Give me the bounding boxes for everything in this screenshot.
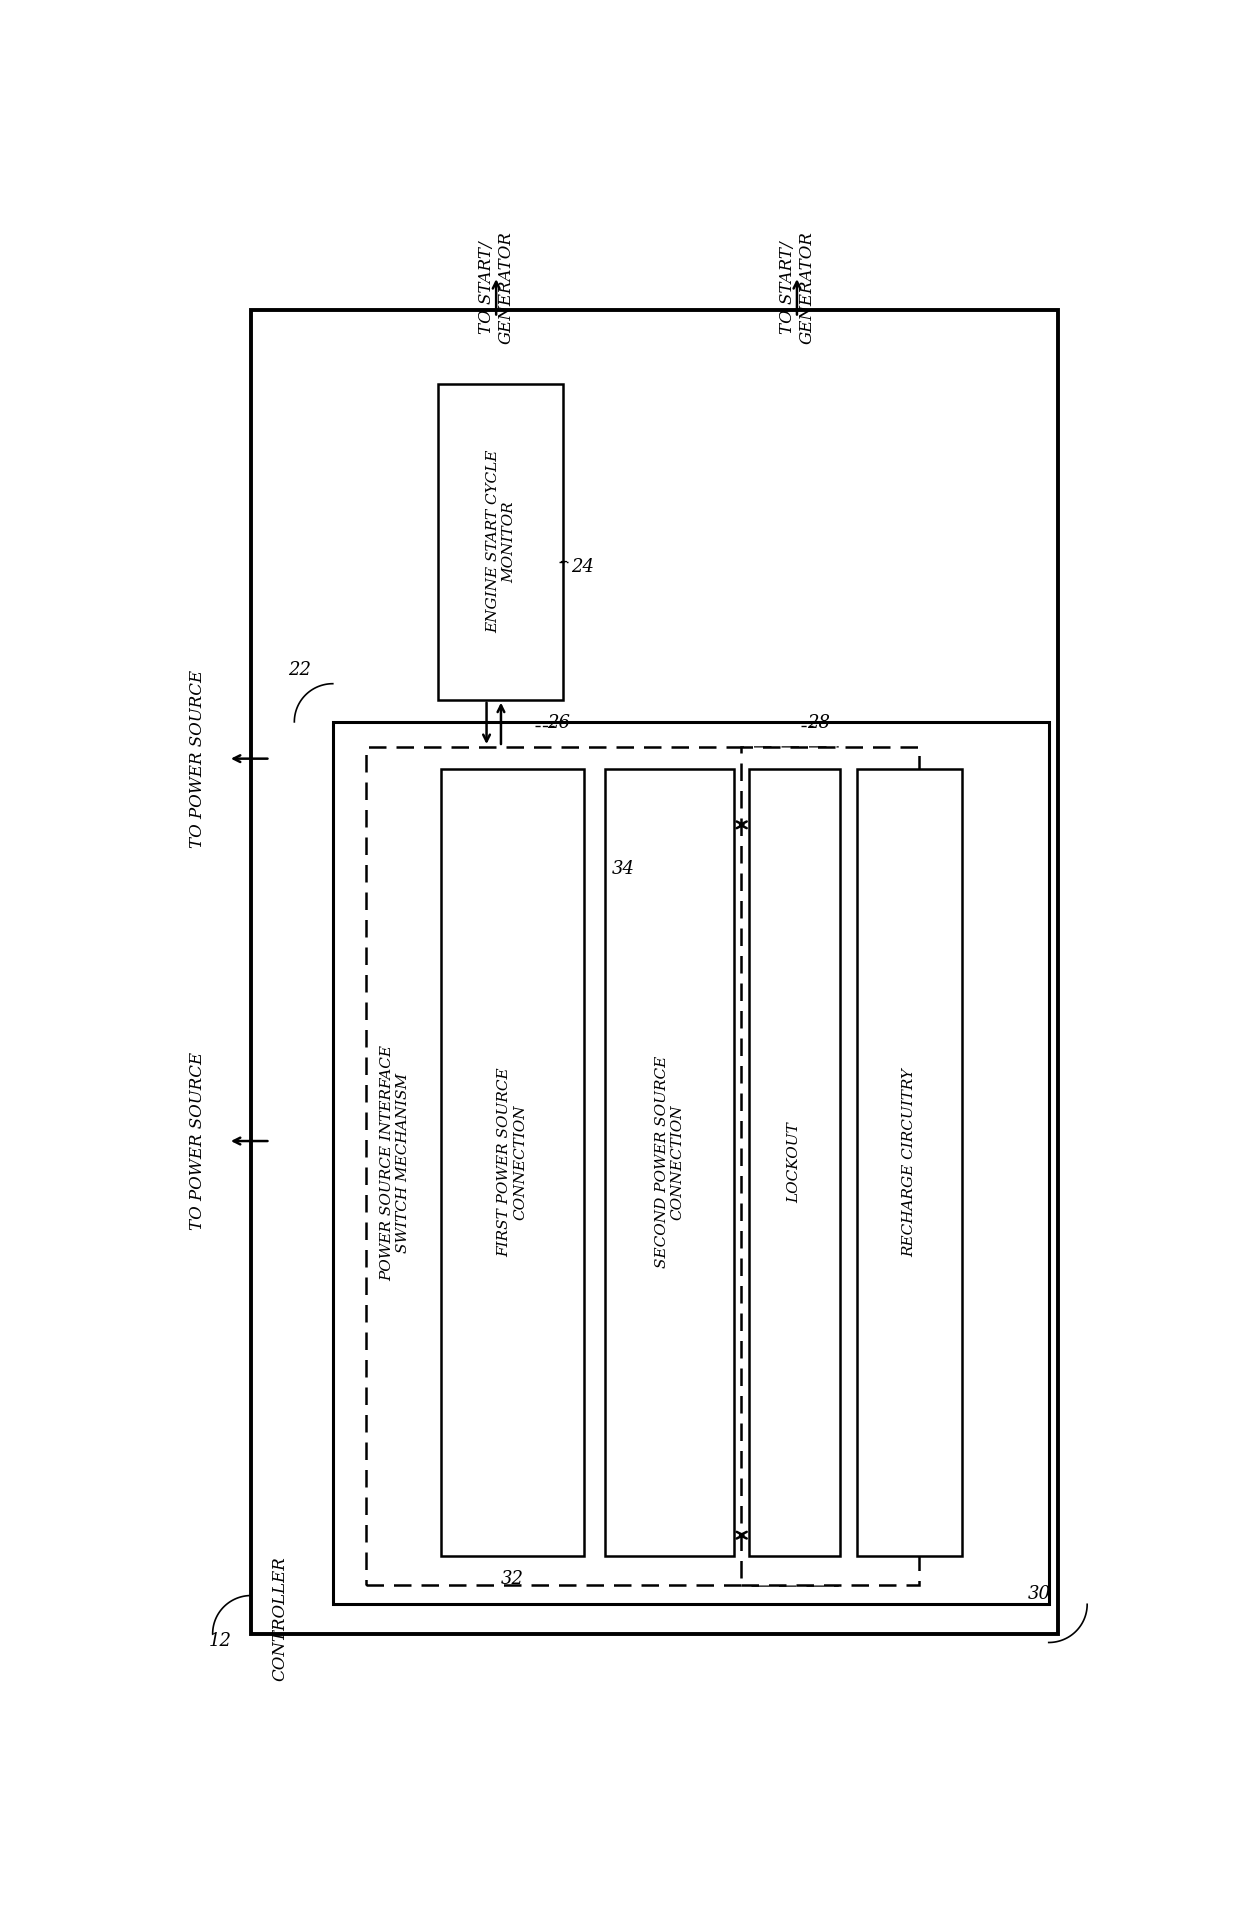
Bar xyxy=(605,770,734,1557)
Text: LOCKOUT: LOCKOUT xyxy=(787,1121,801,1203)
Text: ENGINE START CYCLE
MONITOR: ENGINE START CYCLE MONITOR xyxy=(486,451,516,634)
Text: 34: 34 xyxy=(611,860,635,879)
Text: POWER SOURCE INTERFACE
SWITCH MECHANISM: POWER SOURCE INTERFACE SWITCH MECHANISM xyxy=(381,1045,410,1282)
Text: 22: 22 xyxy=(288,661,311,680)
Bar xyxy=(441,770,584,1557)
Text: TO START/
GENERATOR: TO START/ GENERATOR xyxy=(779,231,815,344)
Bar xyxy=(749,770,841,1557)
Text: 12: 12 xyxy=(208,1631,232,1650)
Text: 32: 32 xyxy=(501,1570,525,1589)
Bar xyxy=(332,722,1049,1604)
Text: 26: 26 xyxy=(547,714,570,732)
Text: 28: 28 xyxy=(806,714,830,732)
Text: SECOND POWER SOURCE
CONNECTION: SECOND POWER SOURCE CONNECTION xyxy=(655,1056,684,1268)
Text: TO POWER SOURCE: TO POWER SOURCE xyxy=(188,670,206,848)
Text: 30: 30 xyxy=(1028,1585,1050,1602)
Bar xyxy=(742,747,919,1585)
Bar xyxy=(439,384,563,699)
Text: TO START/
GENERATOR: TO START/ GENERATOR xyxy=(477,231,515,344)
Text: TO POWER SOURCE: TO POWER SOURCE xyxy=(188,1052,206,1230)
Bar xyxy=(250,309,1059,1633)
Text: FIRST POWER SOURCE
CONNECTION: FIRST POWER SOURCE CONNECTION xyxy=(497,1068,527,1257)
Bar xyxy=(367,747,837,1585)
Text: 24: 24 xyxy=(572,558,594,577)
Text: RECHARGE CIRCUITRY: RECHARGE CIRCUITRY xyxy=(903,1068,916,1257)
Text: CONTROLLER: CONTROLLER xyxy=(272,1557,289,1681)
Bar xyxy=(857,770,962,1557)
